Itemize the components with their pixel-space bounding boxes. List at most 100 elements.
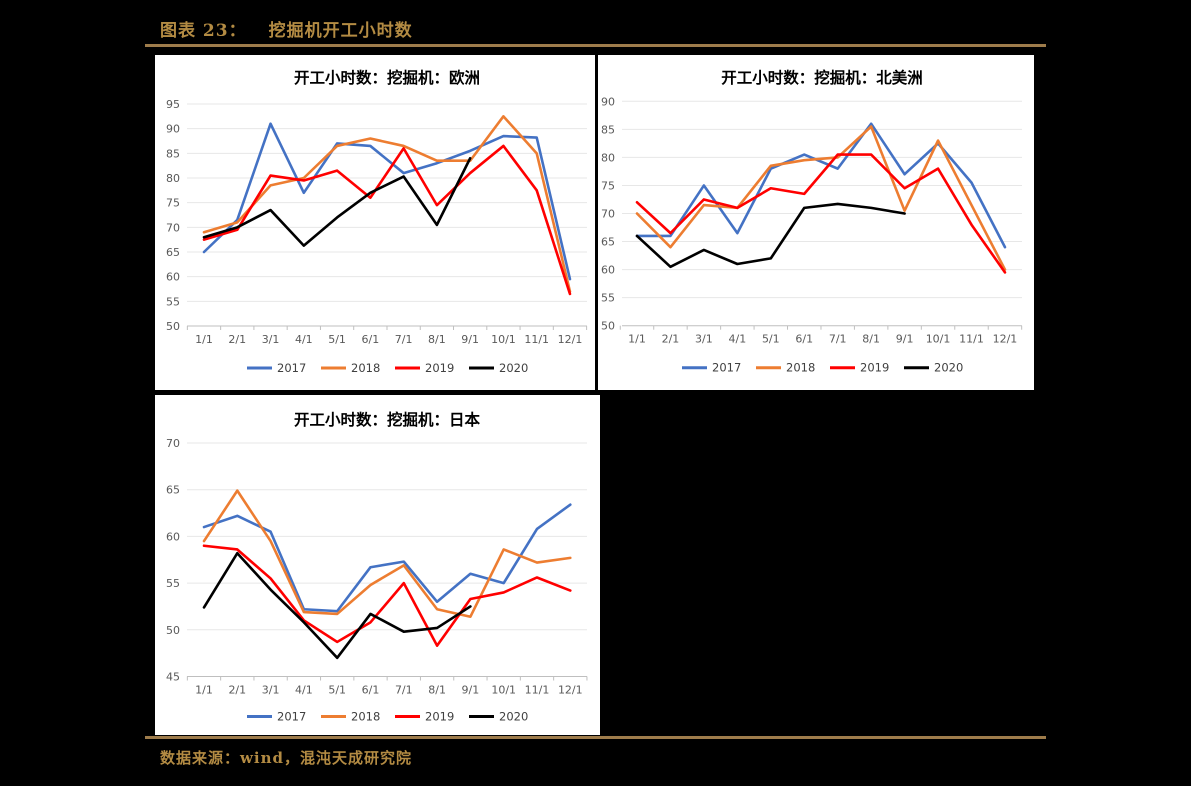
- y-tick-label: 65: [601, 236, 615, 249]
- chart-svg-japan: 开工小时数：挖掘机：日本 70 65 60 55 50 45 1/1 2/1 3/1 4/1 5/1 6…: [166, 410, 588, 724]
- y-tick-label: 70: [166, 437, 180, 450]
- x-tick-label: 2/1: [228, 684, 246, 697]
- x-tick-label: 4/1: [295, 333, 313, 346]
- legend-item-2019: 2019: [395, 710, 454, 724]
- x-tick-label: 7/1: [395, 333, 413, 346]
- x-tick-label: 1/1: [195, 333, 213, 346]
- y-tick-label: 95: [166, 98, 180, 111]
- series-line-2017: [202, 122, 572, 281]
- y-tick-label: 70: [166, 221, 180, 234]
- chart-panel-japan: 开工小时数：挖掘机：日本 70 65 60 55 50 45 1/1 2/1 3/1 4/1 5/1 6…: [155, 395, 600, 735]
- legend-label-2020: 2020: [499, 710, 528, 724]
- x-tick-label: 12/1: [993, 333, 1018, 346]
- x-tick-label: 11/1: [959, 333, 984, 346]
- legend-item-2020: 2020: [904, 361, 963, 375]
- x-axis-north-america: 1/1 2/1 3/1 4/1 5/1 6/1 7/1 8/1 9/1 10/1 11/1 12/1: [619, 325, 1023, 346]
- x-tick-label: 5/1: [328, 684, 346, 697]
- legend-label-2018: 2018: [351, 361, 380, 375]
- legend-label-2020: 2020: [499, 361, 528, 375]
- legend-label-2017: 2017: [277, 361, 306, 375]
- y-tick-label: 65: [166, 246, 180, 259]
- x-tick-label: 3/1: [695, 333, 713, 346]
- x-tick-label: 10/1: [926, 333, 951, 346]
- y-tick-label: 55: [166, 577, 180, 590]
- legend-item-2017: 2017: [247, 361, 306, 375]
- source-text: 数据来源：wind，混沌天成研究院: [160, 749, 413, 767]
- chart-title-japan: 开工小时数：挖掘机：日本: [294, 410, 481, 429]
- x-tick-label: 3/1: [262, 684, 280, 697]
- x-tick-label: 4/1: [728, 333, 746, 346]
- x-tick-label: 5/1: [762, 333, 780, 346]
- series-line-2019: [202, 544, 572, 647]
- y-tick-label: 50: [601, 320, 615, 333]
- y-tick-label: 60: [166, 271, 180, 284]
- x-tick-label: 6/1: [361, 333, 379, 346]
- y-tick-label: 55: [166, 295, 180, 308]
- x-tick-label: 12/1: [558, 333, 583, 346]
- x-tick-label: 7/1: [395, 684, 413, 697]
- legend-label-2018: 2018: [786, 361, 815, 375]
- y-tick-label: 55: [601, 292, 615, 305]
- y-tick-label: 85: [601, 123, 615, 136]
- x-tick-label: 2/1: [228, 333, 246, 346]
- series-line-2020: [635, 202, 906, 269]
- x-tick-label: 9/1: [461, 333, 479, 346]
- series-line-2020: [202, 551, 472, 660]
- title-rule: [145, 44, 1046, 47]
- y-grid-japan: 70 65 60 55 50 45: [166, 437, 587, 684]
- figure-header: 图表 23： 挖掘机开工小时数: [160, 16, 413, 41]
- footer-rule: [145, 736, 1046, 739]
- x-tick-label: 6/1: [362, 684, 380, 697]
- chart-title-europe: 开工小时数：挖掘机：欧洲: [294, 68, 480, 87]
- figure-label: 图表 23：: [160, 21, 247, 41]
- legend-label-2017: 2017: [712, 361, 741, 375]
- legend-item-2018: 2018: [321, 361, 380, 375]
- legend-item-2019: 2019: [830, 361, 889, 375]
- x-tick-label: 7/1: [829, 333, 847, 346]
- x-tick-label: 5/1: [328, 333, 346, 346]
- legend-item-2020: 2020: [469, 710, 528, 724]
- y-tick-label: 80: [601, 151, 615, 164]
- series-line-2018: [635, 125, 1007, 271]
- legend-item-2017: 2017: [682, 361, 741, 375]
- x-tick-label: 8/1: [428, 684, 446, 697]
- legend-japan: 2017 2018 2019 2020: [247, 710, 528, 724]
- y-tick-label: 75: [166, 197, 180, 210]
- x-tick-label: 11/1: [525, 684, 550, 697]
- x-tick-label: 9/1: [462, 684, 480, 697]
- y-tick-label: 90: [166, 123, 180, 136]
- legend-label-2017: 2017: [277, 710, 306, 724]
- series-line-2017: [202, 503, 572, 613]
- chart-title-north-america: 开工小时数：挖掘机：北美洲: [721, 68, 923, 87]
- x-tick-label: 12/1: [558, 684, 583, 697]
- series-line-2018: [202, 115, 572, 293]
- chart-panel-europe: 开工小时数：挖掘机：欧洲 95 90 85 80 75 70 65 60 55 50 1/1 2/1 3/…: [155, 55, 595, 390]
- y-tick-label: 80: [166, 172, 180, 185]
- y-tick-label: 70: [601, 208, 615, 221]
- x-axis-japan: 1/1 2/1 3/1 4/1 5/1 6/1 7/1 8/1 9/1 10/1 11/1 12/1: [186, 676, 588, 697]
- x-tick-label: 8/1: [428, 333, 446, 346]
- chart-panel-north-america: 开工小时数：挖掘机：北美洲 90 85 80 75 70 65 60 55 50 1/1 2/1 3/1…: [598, 55, 1034, 390]
- legend-item-2018: 2018: [756, 361, 815, 375]
- x-tick-label: 3/1: [262, 333, 280, 346]
- y-tick-label: 75: [601, 179, 615, 192]
- y-tick-label: 65: [166, 484, 180, 497]
- x-tick-label: 8/1: [862, 333, 880, 346]
- y-tick-label: 85: [166, 147, 180, 160]
- x-tick-label: 11/1: [524, 333, 549, 346]
- x-tick-label: 1/1: [628, 333, 646, 346]
- legend-label-2019: 2019: [860, 361, 889, 375]
- legend-label-2019: 2019: [425, 710, 454, 724]
- chart-svg-north-america: 开工小时数：挖掘机：北美洲 90 85 80 75 70 65 60 55 50 1/1 2/1 3/1…: [601, 68, 1023, 375]
- chart-svg-europe: 开工小时数：挖掘机：欧洲 95 90 85 80 75 70 65 60 55 50 1/1 2/1 3/…: [166, 68, 588, 375]
- y-grid-europe: 95 90 85 80 75 70 65 60 55 50: [166, 98, 587, 333]
- x-tick-label: 10/1: [491, 684, 516, 697]
- y-tick-label: 50: [166, 624, 180, 637]
- y-grid-north-america: 90 85 80 75 70 65 60 55 50: [601, 95, 1022, 333]
- legend-item-2018: 2018: [321, 710, 380, 724]
- figure-title: 挖掘机开工小时数: [268, 21, 413, 41]
- legend-item-2019: 2019: [395, 361, 454, 375]
- y-tick-label: 60: [166, 530, 180, 543]
- legend-label-2019: 2019: [425, 361, 454, 375]
